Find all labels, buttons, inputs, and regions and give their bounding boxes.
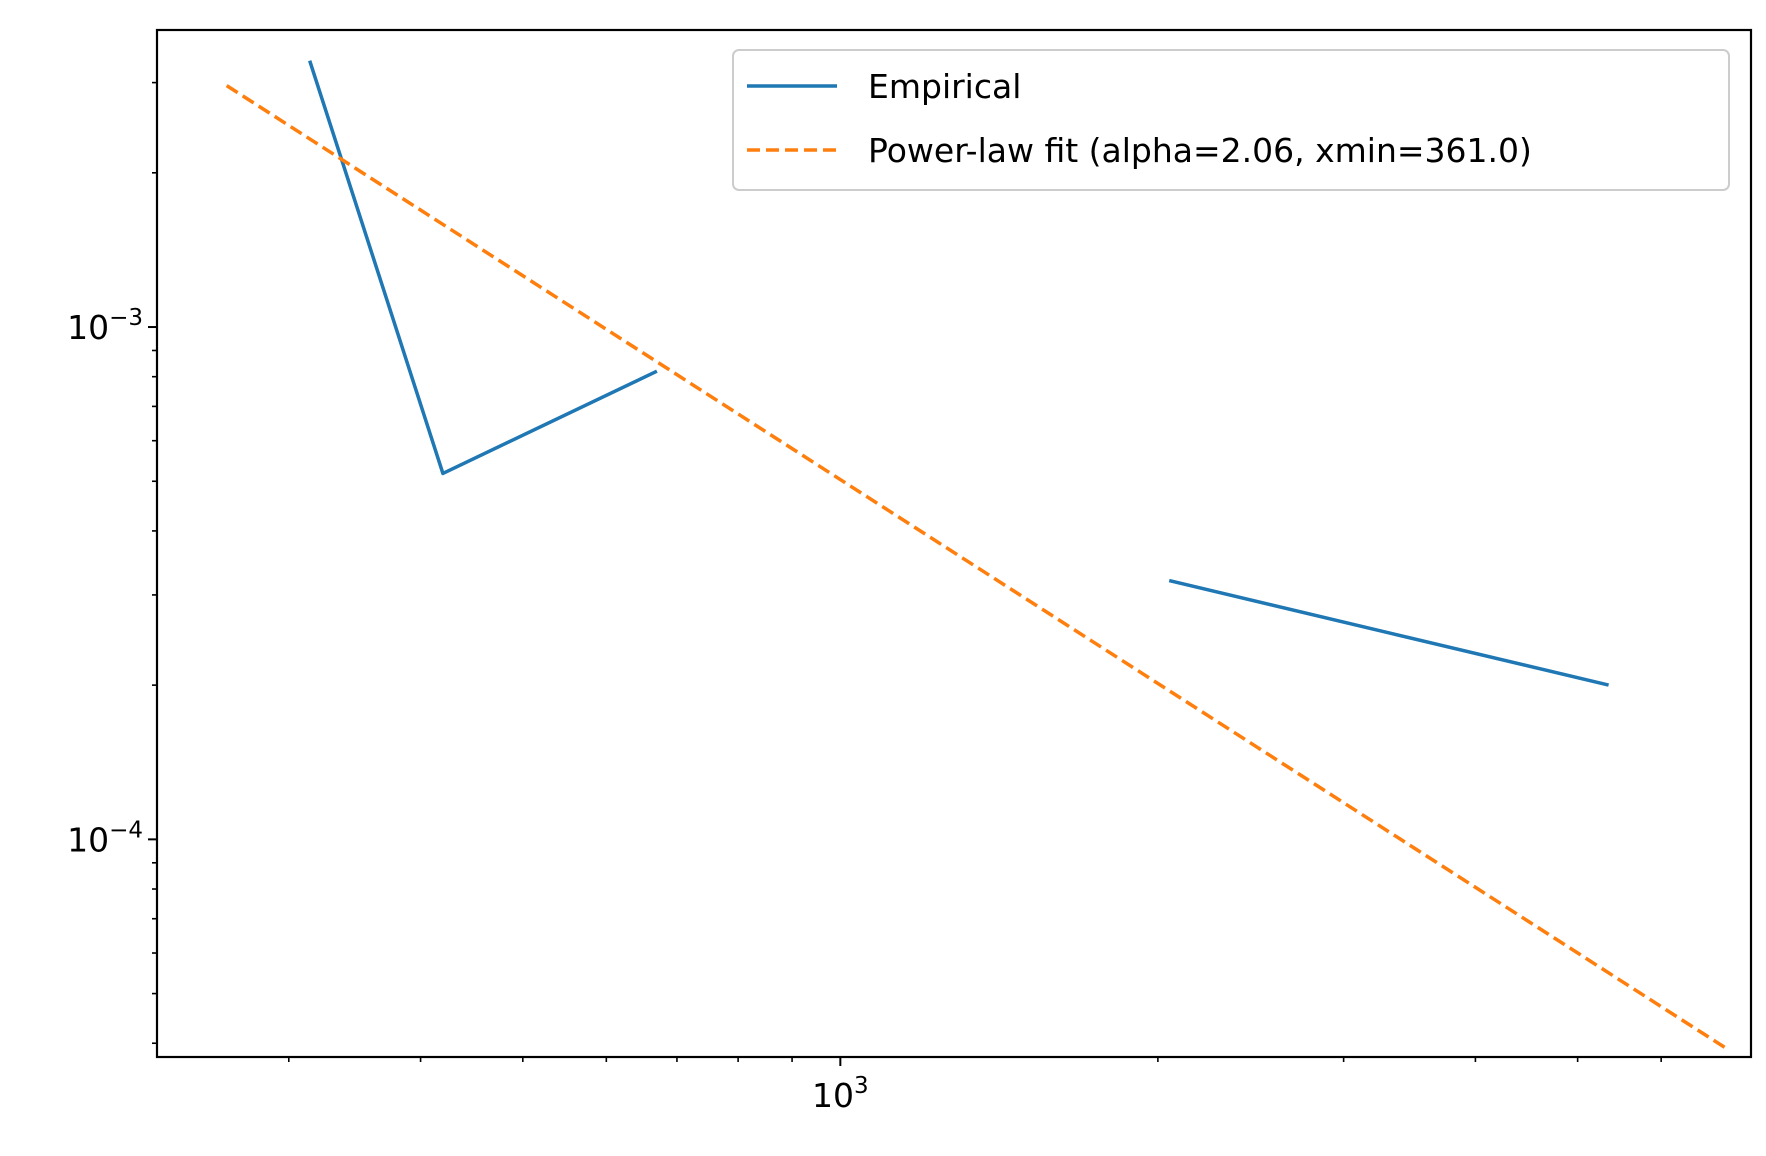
series-layer [225, 60, 1727, 1050]
y-axis: 10−3 10−4 [67, 81, 157, 1045]
x-tick-label: 103 [812, 1073, 869, 1115]
legend-label-power-law-fit: Power-law fit (alpha=2.06, xmin=361.0) [868, 131, 1532, 170]
x-axis: 103 [287, 1057, 1662, 1115]
plot-frame [155, 28, 1753, 1059]
y-tick-label: 10−3 [67, 305, 143, 347]
empirical-line-segment-1 [1168, 578, 1610, 687]
y-tick-label: 10−4 [67, 817, 143, 859]
empirical-line-segment-0 [308, 60, 658, 476]
legend-label-empirical: Empirical [868, 67, 1021, 106]
power-law-fit-line-0 [225, 84, 1727, 1050]
legend-frame [732, 49, 1730, 191]
legend: Empirical Power-law fit (alpha=2.06, xmi… [732, 49, 1730, 191]
